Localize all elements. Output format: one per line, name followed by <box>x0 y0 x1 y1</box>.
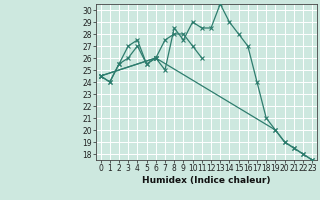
X-axis label: Humidex (Indice chaleur): Humidex (Indice chaleur) <box>142 176 271 185</box>
